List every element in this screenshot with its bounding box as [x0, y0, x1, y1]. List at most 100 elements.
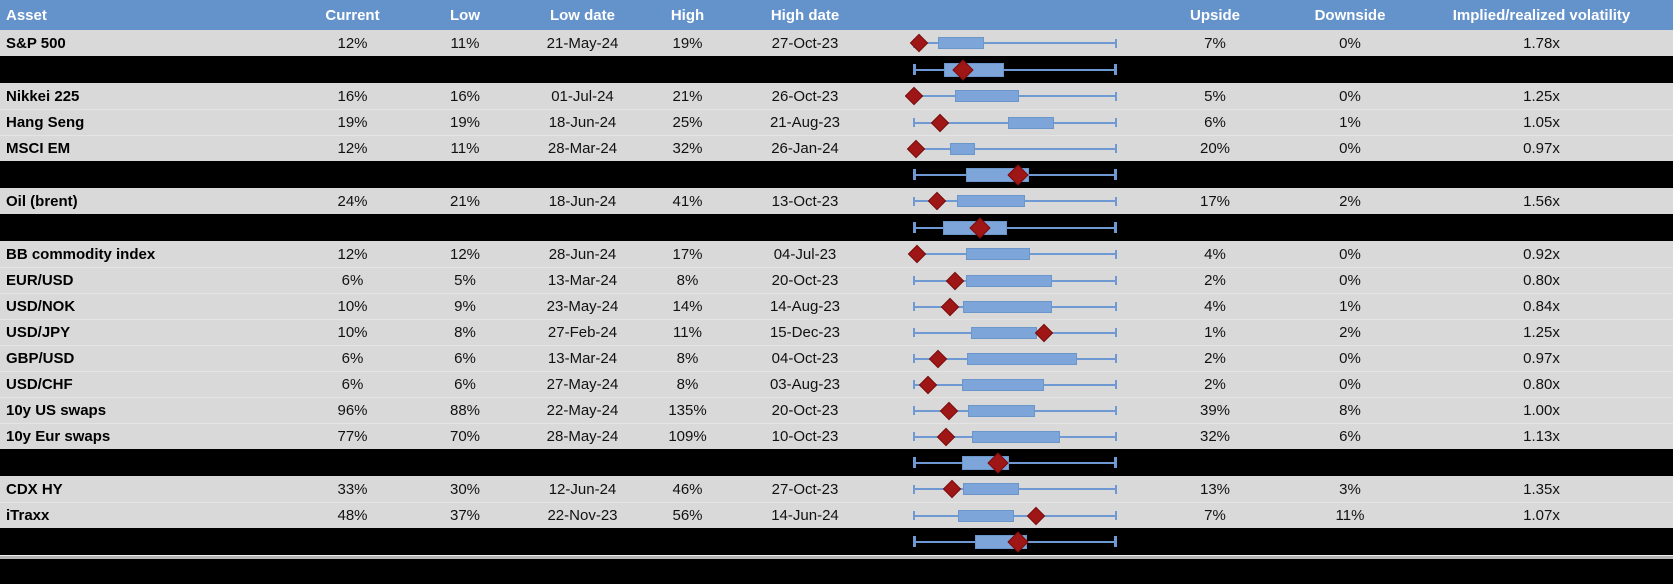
cell-high-date: 15-Dec-23 [769, 324, 841, 341]
boxplot [913, 398, 1117, 423]
whisker-cap-right [1114, 222, 1117, 233]
table-row: Hang Seng 19% 19% 18-Jun-24 25% 21-Aug-23 6% 1%… [0, 109, 1673, 135]
cell-downside: 2% [1339, 324, 1361, 341]
table-row: USD/JPY 10% 8% 27-Feb-24 11% 15-Dec-23 1% 2% 1.2… [0, 319, 1673, 345]
iqr-box [958, 509, 1014, 522]
current-diamond [930, 113, 950, 132]
table-row: USD/CHF 6% 6% 27-May-24 8% 03-Aug-23 2% 0% 0.80x [0, 371, 1673, 397]
boxplot [913, 161, 1117, 188]
boxplot [913, 294, 1117, 319]
cell-upside: 2% [1204, 350, 1226, 367]
iqr-box [968, 404, 1035, 417]
cell-low-date: 13-Mar-24 [547, 272, 618, 289]
cell-implied-realized-volatility: 1.25x [1523, 87, 1560, 105]
boxplot [913, 346, 1117, 371]
whisker-cap-left [913, 432, 915, 441]
current-diamond [927, 191, 947, 211]
cell-low-date: 27-May-24 [546, 376, 619, 393]
summary-row [0, 161, 1673, 188]
cell-current: 12% [337, 140, 368, 157]
cell-low-date: 28-Jun-24 [548, 245, 617, 263]
cell-implied-realized-volatility: 1.56x [1523, 192, 1560, 210]
cell-downside: 1% [1339, 114, 1361, 131]
cell-high: 41% [672, 192, 703, 210]
cell-implied-realized-volatility: 1.05x [1523, 114, 1560, 131]
boxplot [907, 241, 1117, 267]
cell-high: 109% [668, 428, 707, 445]
cell-low-date: 23-May-24 [546, 298, 619, 315]
cell-current: 12% [337, 34, 368, 52]
bottom-band [0, 559, 1673, 584]
iqr-box [970, 326, 1037, 339]
cell-upside: 7% [1204, 34, 1226, 52]
boxplot [913, 110, 1117, 135]
cell-upside: 4% [1204, 298, 1226, 315]
iqr-box [957, 195, 1025, 207]
boxplot [913, 449, 1117, 476]
current-diamond [904, 86, 924, 106]
whisker-cap-right [1114, 169, 1117, 180]
cell-high-date: 20-Oct-23 [771, 402, 839, 419]
cell-high-date: 13-Oct-23 [771, 192, 839, 210]
whisker-cap-right [1115, 328, 1117, 337]
cell-low: 12% [449, 245, 481, 263]
whisker-cap-left [913, 222, 916, 233]
cell-asset: Nikkei 225 [6, 87, 80, 105]
cell-upside: 7% [1204, 507, 1226, 524]
column-header-upside: Upside [1189, 6, 1240, 24]
cell-current: 16% [337, 87, 368, 105]
cell-upside: 32% [1199, 428, 1231, 445]
whisker-cap-right [1115, 354, 1117, 363]
cell-asset: MSCI EM [6, 140, 71, 157]
iqr-box [949, 142, 975, 155]
whisker-line [913, 226, 1117, 229]
cell-low-date: 21-May-24 [546, 34, 619, 52]
cell-low: 19% [449, 114, 481, 131]
cell-asset: Hang Seng [6, 114, 85, 131]
cell-upside: 4% [1204, 245, 1226, 263]
current-diamond [936, 427, 956, 446]
iqr-box [961, 378, 1044, 391]
cell-downside: 2% [1339, 192, 1361, 210]
cell-high: 32% [672, 140, 703, 157]
cell-low-date: 22-May-24 [546, 402, 619, 419]
cell-upside: 6% [1204, 114, 1226, 131]
cell-implied-realized-volatility: 0.84x [1523, 298, 1560, 315]
cell-implied-realized-volatility: 0.80x [1523, 272, 1560, 289]
cell-high-date: 04-Oct-23 [771, 350, 839, 367]
cell-high: 46% [672, 480, 703, 498]
cell-downside: 0% [1339, 272, 1361, 289]
cell-current: 6% [341, 272, 364, 289]
table-row: iTraxx 48% 37% 22-Nov-23 56% 14-Jun-24 7% 11% 1.… [0, 502, 1673, 528]
cell-downside: 0% [1339, 350, 1361, 367]
cell-low: 11% [450, 140, 480, 157]
boxplot [913, 320, 1117, 345]
whisker-cap-left [913, 457, 916, 468]
cell-low: 21% [449, 192, 481, 210]
column-header-current: Current [325, 6, 380, 24]
cell-asset: USD/CHF [6, 376, 73, 393]
table-header-row: Asset Current Low Low date High High dat… [0, 0, 1673, 30]
boxplot [913, 476, 1117, 502]
column-header-downside: Downside [1314, 6, 1386, 24]
cell-high-date: 14-Aug-23 [769, 298, 841, 315]
column-header-asset: Asset [6, 6, 47, 24]
whisker-cap-right [1115, 484, 1117, 494]
cell-downside: 3% [1339, 480, 1361, 498]
cell-high: 11% [673, 324, 702, 341]
whisker-line [913, 68, 1117, 71]
table-row: USD/NOK 10% 9% 23-May-24 14% 14-Aug-23 4% 1% 0.8… [0, 293, 1673, 319]
whisker-cap-left [913, 511, 915, 520]
current-diamond [918, 375, 938, 394]
whisker-cap-right [1115, 196, 1117, 206]
whisker-line [913, 514, 1117, 517]
table-row: CDX HY 33% 30% 12-Jun-24 46% 27-Oct-23 13% 3% 1.… [0, 476, 1673, 502]
whisker-cap-left [913, 276, 915, 285]
whisker-cap-right [1115, 511, 1117, 520]
current-diamond [940, 297, 960, 316]
table-row: EUR/USD 6% 5% 13-Mar-24 8% 20-Oct-23 2% 0% 0.80x [0, 267, 1673, 293]
table-row: 10y US swaps 96% 88% 22-May-24 135% 20-Oct-23… [0, 397, 1673, 423]
iqr-box [966, 274, 1053, 287]
cell-upside: 5% [1204, 87, 1226, 105]
boxplot [913, 56, 1117, 83]
